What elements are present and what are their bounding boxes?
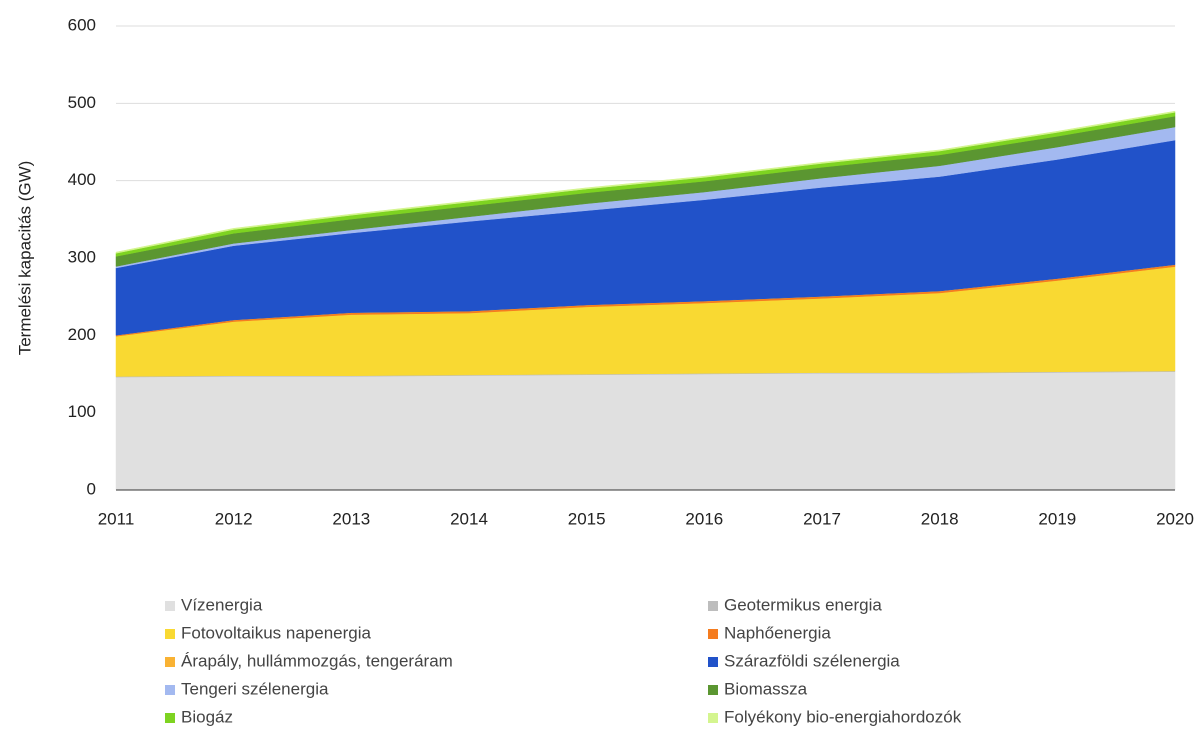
- legend-label: Szárazföldi szélenergia: [724, 651, 900, 670]
- legend-label: Folyékony bio-energiahordozók: [724, 707, 962, 726]
- y-tick-label: 200: [68, 325, 96, 344]
- y-tick-label: 300: [68, 247, 96, 266]
- y-tick-label: 0: [87, 479, 96, 498]
- y-axis-label: Termelési kapacitás (GW): [15, 161, 34, 356]
- legend-swatch: [708, 685, 718, 695]
- legend-swatch: [165, 685, 175, 695]
- legend-label: Tengeri szélenergia: [181, 679, 329, 698]
- legend-label: Naphőenergia: [724, 623, 831, 642]
- legend-label: Biogáz: [181, 707, 233, 726]
- x-tick-label: 2013: [332, 509, 370, 528]
- area: [115, 110, 1176, 254]
- legend-label: Vízenergia: [181, 595, 263, 614]
- legend-label: Biomassza: [724, 679, 808, 698]
- x-tick-label: 2018: [921, 509, 959, 528]
- legend-swatch: [165, 713, 175, 723]
- x-tick-label: 2019: [1038, 509, 1076, 528]
- x-tick-label: 2017: [803, 509, 841, 528]
- legend-label: Geotermikus energia: [724, 595, 882, 614]
- x-tick-label: 2015: [568, 509, 606, 528]
- y-tick-label: 100: [68, 402, 96, 421]
- x-tick-label: 2020: [1156, 509, 1194, 528]
- x-tick-label: 2016: [685, 509, 723, 528]
- legend-swatch: [708, 657, 718, 667]
- legend-swatch: [708, 601, 718, 611]
- y-tick-label: 400: [68, 170, 96, 189]
- y-tick-label: 500: [68, 93, 96, 112]
- area: [115, 371, 1176, 491]
- legend-swatch: [165, 657, 175, 667]
- legend-swatch: [165, 629, 175, 639]
- x-tick-label: 2012: [215, 509, 253, 528]
- legend-swatch: [708, 713, 718, 723]
- legend-label: Fotovoltaikus napenergia: [181, 623, 372, 642]
- legend-swatch: [708, 629, 718, 639]
- y-tick-label: 600: [68, 15, 96, 34]
- legend-swatch: [165, 601, 175, 611]
- x-tick-label: 2011: [98, 509, 135, 528]
- legend-label: Árapály, hullámmozgás, tengeráram: [181, 651, 453, 670]
- x-tick-label: 2014: [450, 509, 488, 528]
